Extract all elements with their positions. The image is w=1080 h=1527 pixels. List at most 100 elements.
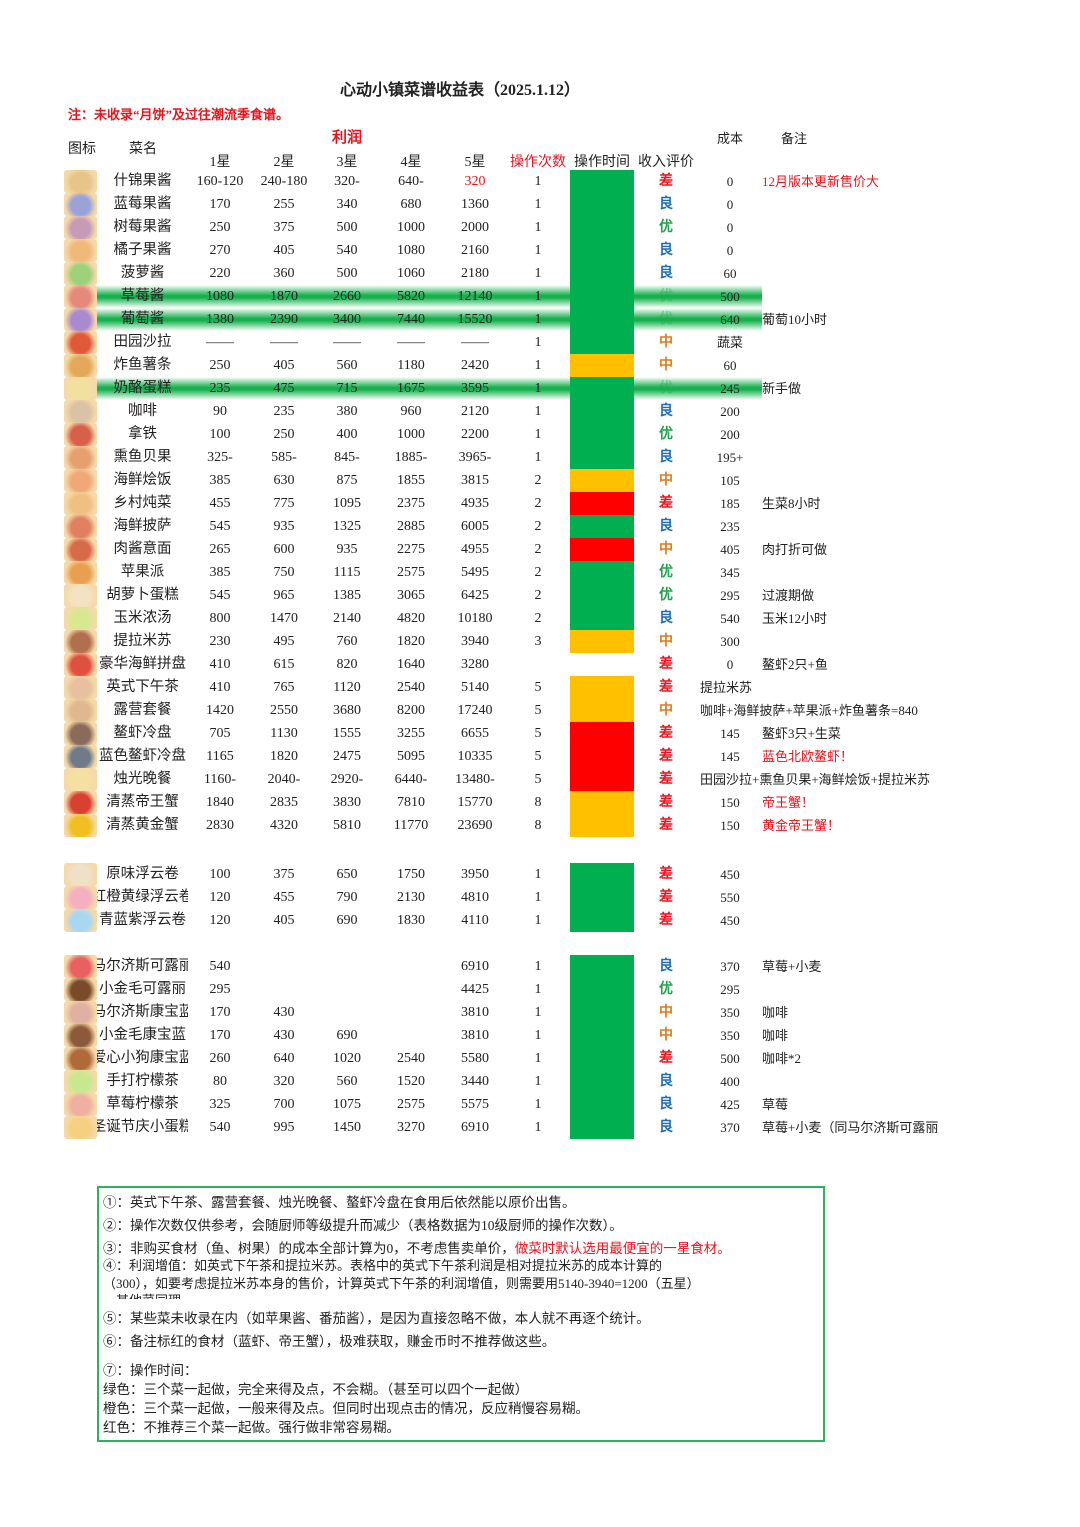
profit-star-3: 845- — [334, 450, 360, 465]
profit-star-2: 475 — [273, 381, 295, 396]
cost: 450 — [720, 867, 740, 882]
operation-count: 1 — [534, 1028, 542, 1043]
profit-star-2: 765 — [273, 680, 295, 695]
income-rating: 良 — [659, 404, 673, 419]
dish-icon — [64, 400, 97, 423]
profit-star-5: 320 — [464, 174, 486, 189]
operation-time-bar — [570, 814, 634, 837]
operation-time-bar — [570, 1116, 634, 1139]
dish-name-text: 英式下午茶 — [106, 679, 179, 695]
dish-name-text: 圣诞节庆小蛋糕 — [97, 1119, 188, 1135]
profit-star-4: 1750 — [397, 867, 425, 882]
dish-name: 草莓酱 — [97, 285, 188, 308]
profit-star-5: 1360 — [461, 197, 489, 212]
remark: 咖啡 — [762, 1005, 789, 1020]
table-row: 清蒸黄金蟹 2830 4320 5810 11770 23690 8 差 150 黄金帝王蟹！ — [0, 814, 1080, 837]
profit-star-2: 1470 — [270, 611, 298, 626]
income-rating: 优 — [659, 588, 673, 603]
dish-name-text: 菠萝酱 — [120, 265, 165, 281]
header-star-4: 4星 — [400, 155, 422, 170]
operation-count: 5 — [534, 703, 542, 718]
remark: 葡萄10小时 — [762, 312, 828, 327]
dish-name: 马尔济斯可露丽 — [97, 955, 188, 978]
profit-star-2: 255 — [273, 197, 295, 212]
profit-star-3: 760 — [336, 634, 358, 649]
dish-name-text: 蓝色鳌虾冷盘 — [99, 748, 186, 764]
operation-count: 1 — [534, 381, 542, 396]
profit-star-4: 1000 — [397, 427, 425, 442]
profit-star-3: —— — [333, 335, 361, 350]
profit-star-2: 455 — [273, 890, 295, 905]
table-row: 马尔济斯可露丽 540 6910 1 良 370 草莓+小麦 — [0, 955, 1080, 978]
operation-time-bar — [570, 216, 634, 239]
remark: 12月版本更新售价大 — [762, 174, 880, 189]
remark: 黄金帝王蟹！ — [762, 818, 841, 833]
operation-count: 1 — [534, 404, 542, 419]
operation-count: 2 — [534, 588, 542, 603]
profit-star-1: 250 — [209, 358, 231, 373]
dish-icon — [64, 492, 97, 515]
table-row: 玉米浓汤 800 1470 2140 4820 10180 2 良 540 玉米12小时 — [0, 607, 1080, 630]
cost: 370 — [720, 1120, 740, 1135]
profit-star-1: 160-120 — [196, 174, 244, 189]
profit-star-3 — [317, 1001, 377, 1024]
income-rating: 差 — [659, 1051, 673, 1066]
operation-time-bar — [570, 1070, 634, 1093]
cost: 350 — [720, 1005, 740, 1020]
table-row: 胡萝卜蛋糕 545 965 1385 3065 6425 2 优 295 过渡期做 — [0, 584, 1080, 607]
table-row: 提拉米苏 230 495 760 1820 3940 3 中 300 — [0, 630, 1080, 653]
note-3-red: 做菜时默认选用最便宜的一星食材。 — [514, 1241, 731, 1256]
profit-star-5: 10180 — [457, 611, 493, 626]
profit-star-2: 585- — [271, 450, 297, 465]
note-1: ①：英式下午茶、露营套餐、烛光晚餐、螯虾冷盘在食用后依然能以原价出售。 — [103, 1195, 576, 1210]
profit-star-2: 430 — [273, 1005, 295, 1020]
operation-time-bar — [570, 676, 634, 699]
cost: 0 — [726, 657, 734, 672]
profit-star-5: 3815 — [461, 473, 489, 488]
remark: 蓝色北欧鳌虾！ — [762, 749, 854, 764]
profit-star-5: 3950 — [461, 867, 489, 882]
table-row: 青蓝紫浮云卷 120 405 690 1830 4110 1 差 450 — [0, 909, 1080, 932]
profit-star-3: 2660 — [333, 289, 361, 304]
note-3: ③：非购买食材（鱼、树果）的成本全部计算为0，不考虑售卖单价，做菜时默认选用最便… — [103, 1237, 731, 1257]
income-rating: 优 — [659, 220, 673, 235]
cost: 450 — [720, 913, 740, 928]
operation-count: 1 — [534, 450, 542, 465]
dish-name-text: 草莓柠檬茶 — [106, 1096, 179, 1112]
note-2: ②：操作次数仅供参考，会随厨师等级提升而减少（表格数据为10级厨师的操作次数）。 — [103, 1218, 623, 1233]
profit-star-4: 1640 — [397, 657, 425, 672]
profit-star-5: 15770 — [457, 795, 493, 810]
profit-star-5: 5140 — [461, 680, 489, 695]
dish-name: 拿铁 — [97, 423, 188, 446]
header-icon: 图标 — [68, 142, 96, 157]
dish-name-text: 熏鱼贝果 — [113, 449, 172, 465]
remark: 玉米12小时 — [762, 611, 828, 626]
dish-icon — [64, 262, 97, 285]
dish-name: 圣诞节庆小蛋糕 — [97, 1116, 188, 1139]
profit-star-1: 120 — [209, 913, 231, 928]
profit-star-5: —— — [461, 335, 489, 350]
operation-count: 5 — [534, 772, 542, 787]
profit-star-1: 295 — [209, 982, 231, 997]
profit-star-2: 630 — [273, 473, 295, 488]
notes-box: ①：英式下午茶、露营套餐、烛光晚餐、螯虾冷盘在食用后依然能以原价出售。 ②：操作… — [97, 1186, 825, 1442]
profit-star-5: 3940 — [461, 634, 489, 649]
table-row: 肉酱意面 265 600 935 2275 4955 2 中 405 肉打折可做 — [0, 538, 1080, 561]
dish-icon — [64, 538, 97, 561]
dish-name-text: 原味浮云卷 — [106, 866, 179, 882]
dish-name-text: 小金毛可露丽 — [99, 981, 186, 997]
dish-name: 鳌虾冷盘 — [97, 722, 188, 745]
profit-star-4: 6440- — [394, 772, 428, 787]
dish-icon — [64, 745, 97, 768]
operation-time-bar — [570, 791, 634, 814]
operation-count: 8 — [534, 795, 542, 810]
profit-star-2: 405 — [273, 243, 295, 258]
table-row: 草莓柠檬茶 325 700 1075 2575 5575 1 良 425 草莓 — [0, 1093, 1080, 1116]
dish-icon — [64, 1093, 97, 1116]
operation-time-bar — [570, 584, 634, 607]
profit-star-5: 12140 — [457, 289, 493, 304]
profit-star-4: 3065 — [397, 588, 425, 603]
profit-star-4: 1080 — [397, 243, 425, 258]
dish-name-text: 肉酱意面 — [113, 541, 172, 557]
operation-time-bar — [570, 1001, 634, 1024]
